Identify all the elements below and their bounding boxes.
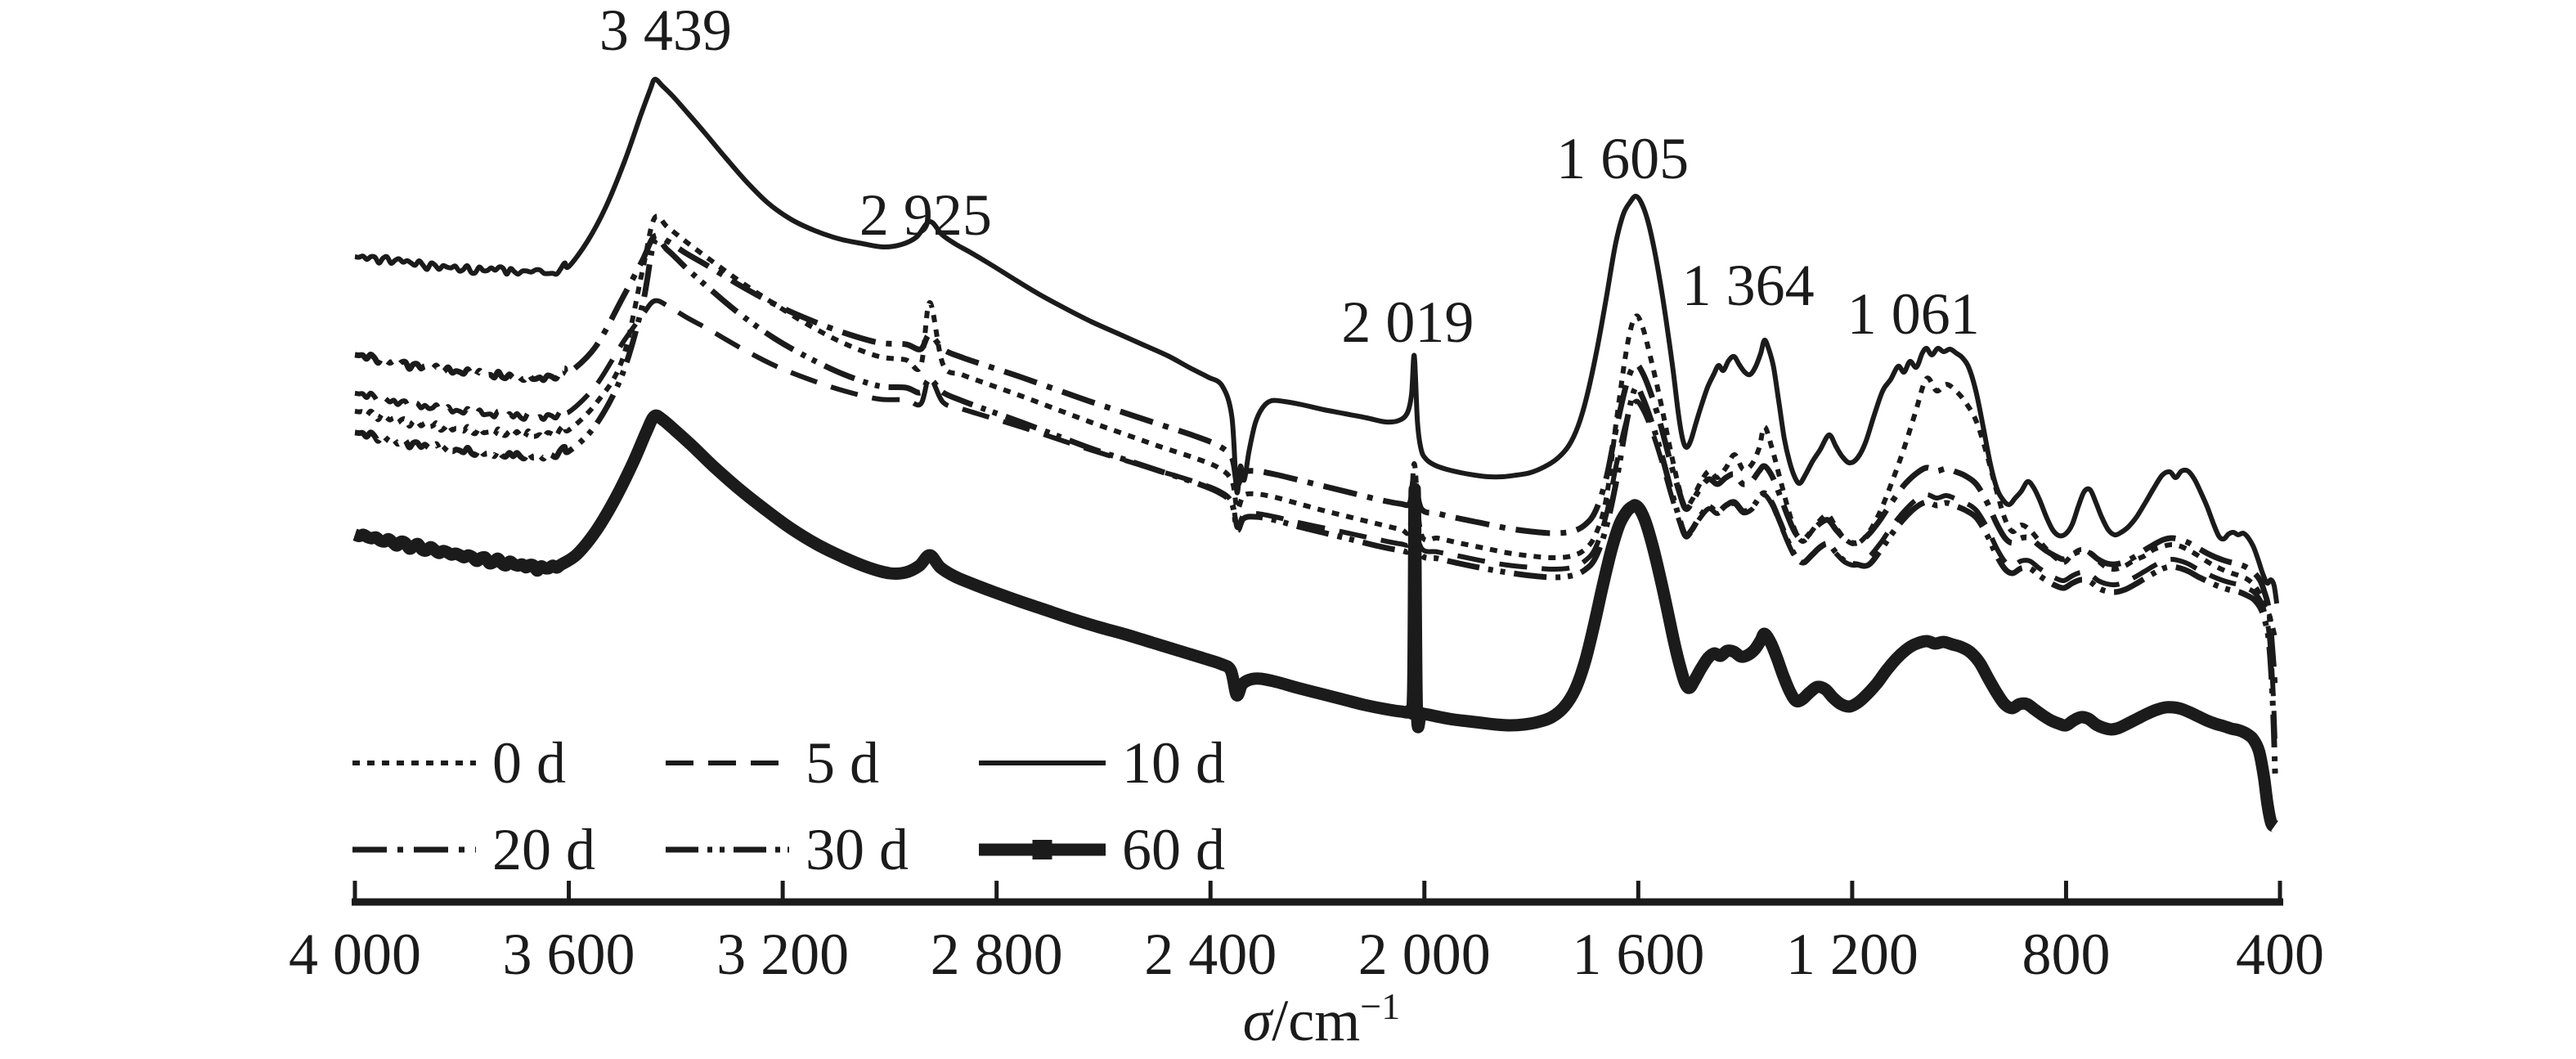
x-tick-label: 2 000: [1358, 922, 1491, 987]
x-axis-label: σ/cm−1: [1243, 985, 1400, 1053]
x-tick-label: 400: [2236, 922, 2324, 987]
x-tick-label: 1 600: [1572, 922, 1704, 987]
series-curve-60d: [352, 409, 2278, 832]
peak-label-1605: 1 605: [1556, 126, 1689, 191]
peak-label-2019: 2 019: [1341, 289, 1474, 355]
legend-item-30d: 30 d: [666, 817, 909, 882]
series-curve-20d: [354, 232, 2278, 690]
peak-label-3439: 3 439: [599, 0, 732, 63]
curves-layer: [352, 76, 2280, 832]
legend-label-60d: 60 d: [1122, 817, 1225, 882]
x-tick-label: 1 200: [1786, 922, 1919, 987]
legend-label-10d: 10 d: [1122, 730, 1225, 796]
legend-item-0d: 0 d: [352, 730, 566, 796]
x-axis-label-exponent: −1: [1360, 985, 1400, 1027]
x-tick-label: 3 200: [716, 922, 849, 987]
legend-item-20d: 20 d: [352, 817, 595, 882]
peak-label-2925: 2 925: [859, 182, 992, 248]
peak-labels-layer: 3 439 2 925 2 019 1 605 1 364 1 061: [599, 0, 1980, 355]
series-curve-0d: [354, 213, 2278, 639]
legend-label-20d: 20 d: [492, 817, 595, 882]
peak-label-1061: 1 061: [1847, 281, 1980, 347]
legend-label-5d: 5 d: [806, 730, 879, 796]
series-curve-30d: [354, 236, 2278, 775]
x-axis-label-unit: /cm: [1272, 988, 1360, 1053]
x-axis-label-variable: σ: [1243, 988, 1274, 1053]
legend-label-30d: 30 d: [806, 817, 909, 882]
legend: 0 d 5 d 10 d 20 d 30 d 60 d: [352, 730, 1225, 882]
x-tick-label: 4 000: [289, 922, 421, 987]
legend-item-5d: 5 d: [666, 730, 879, 796]
legend-square-marker: [1032, 840, 1052, 859]
legend-item-60d: 60 d: [979, 817, 1225, 882]
x-tick-label: 800: [2022, 922, 2110, 987]
legend-item-10d: 10 d: [979, 730, 1225, 796]
x-tick-label: 2 400: [1144, 922, 1277, 987]
peak-label-1364: 1 364: [1682, 253, 1815, 318]
series-curve-5d: [354, 298, 2278, 745]
x-tick-label: 2 800: [931, 922, 1063, 987]
x-tick-label: 3 600: [503, 922, 635, 987]
x-axis: 4 000 3 600 3 200 2 800 2 400 2 000 1 600 1 200…: [289, 881, 2324, 987]
series-curve-10d: [354, 76, 2280, 604]
legend-label-0d: 0 d: [492, 730, 566, 796]
